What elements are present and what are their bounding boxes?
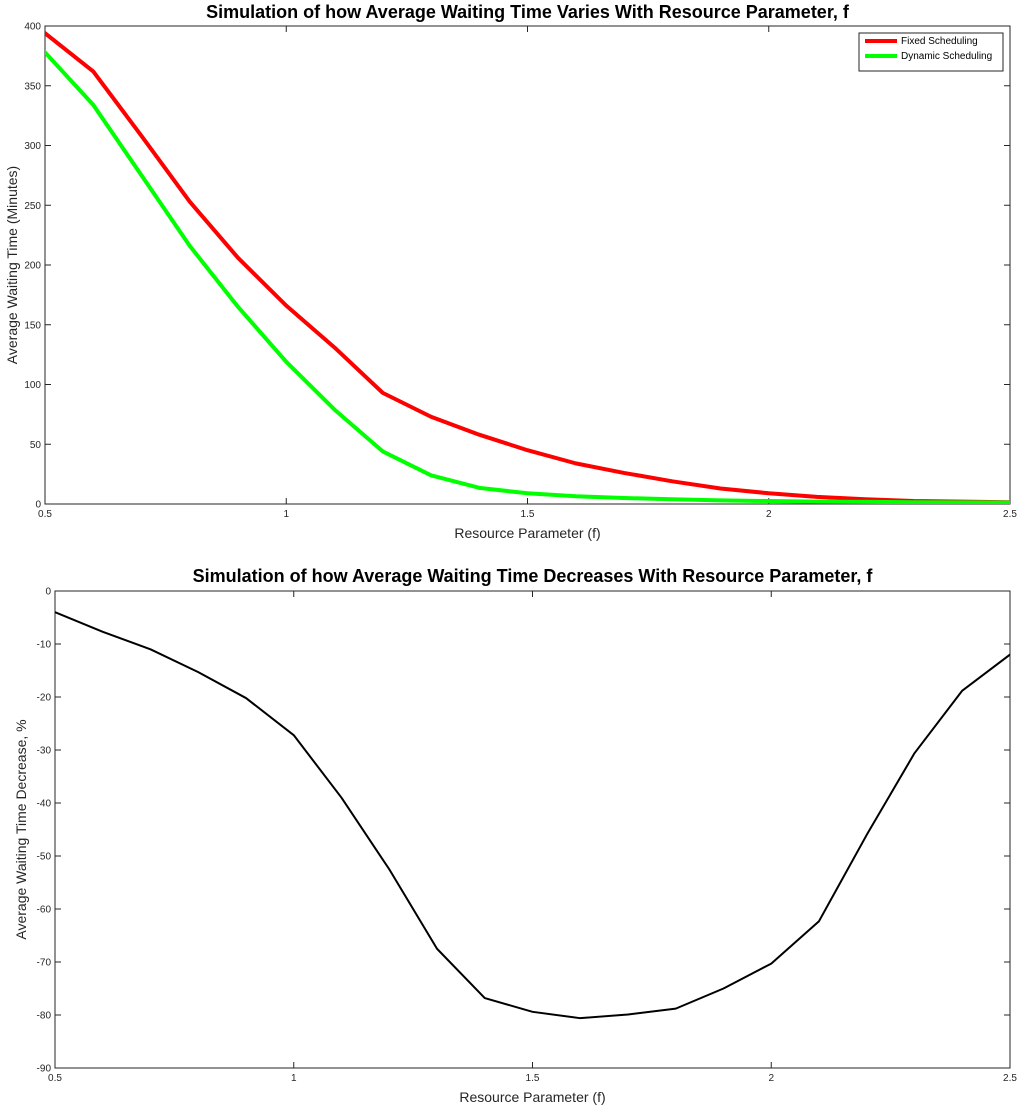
chart1-y-tick-label: -60 [37,905,52,916]
chart1-x-tick-label: 1.5 [526,1073,540,1084]
chart1-x-tick-label: 2.5 [1003,1073,1017,1084]
chart1-y-tick-label: -20 [37,693,52,704]
chart1-y-tick-label: -10 [37,640,52,651]
chart0-x-axis-label: Resource Parameter (f) [454,525,600,541]
chart0-series-line-fixed-scheduling [45,31,1010,504]
chart1-y-tick-label: 0 [45,587,51,598]
chart1-y-axis-label: Average Waiting Time Decrease, % [13,719,29,939]
chart1-y-tick-label: -90 [37,1064,52,1075]
waiting-time-decrease-chart: Simulation of how Average Waiting Time D… [13,566,1017,1105]
chart0-x-tick-label: 2.5 [1003,509,1017,520]
chart0-y-tick-label: 400 [24,22,41,33]
chart1-y-tick-label: -70 [37,958,52,969]
chart0-x-tick-label: 0.5 [38,509,52,520]
chart1-series-line-0 [55,611,1010,1020]
chart1-title: Simulation of how Average Waiting Time D… [193,566,874,586]
chart0-y-tick-label: 50 [30,440,42,451]
chart0-plot-area [44,25,1011,505]
chart0-legend: Fixed Scheduling Dynamic Scheduling [858,32,1004,72]
chart0-legend-entry: Fixed Scheduling [901,36,978,47]
chart0-x-tick-label: 2 [766,509,772,520]
chart1-plot-area [54,590,1011,1069]
chart0-title: Simulation of how Average Waiting Time V… [206,2,850,22]
chart0-y-tick-label: 0 [35,500,41,511]
chart1-y-tick-label: -40 [37,799,52,810]
chart1-x-tick-label: 1 [291,1073,297,1084]
chart1-x-tick-label: 0.5 [48,1073,62,1084]
chart0-y-tick-label: 150 [24,320,41,331]
chart0-legend-entry: Dynamic Scheduling [901,51,992,62]
chart0-y-tick-label: 200 [24,261,41,272]
chart1-x-tick-label: 2 [768,1073,774,1084]
chart1-x-axis-label: Resource Parameter (f) [459,1089,605,1105]
chart0-y-tick-label: 350 [24,81,41,92]
chart0-y-axis-label: Average Waiting Time (Minutes) [4,166,20,364]
chart0-y-tick-label: 300 [24,141,41,152]
chart1-y-tick-label: -80 [37,1011,52,1022]
chart0-series-line-dynamic-scheduling [45,50,1010,504]
chart0-x-tick-label: 1 [283,509,289,520]
chart1-y-tick-label: -50 [37,852,52,863]
chart0-y-tick-label: 100 [24,380,41,391]
chart1-y-tick-label: -30 [37,746,52,757]
chart0-x-tick-label: 1.5 [521,509,535,520]
waiting-time-chart: Simulation of how Average Waiting Time V… [4,2,1017,541]
chart0-y-tick-label: 250 [24,201,41,212]
